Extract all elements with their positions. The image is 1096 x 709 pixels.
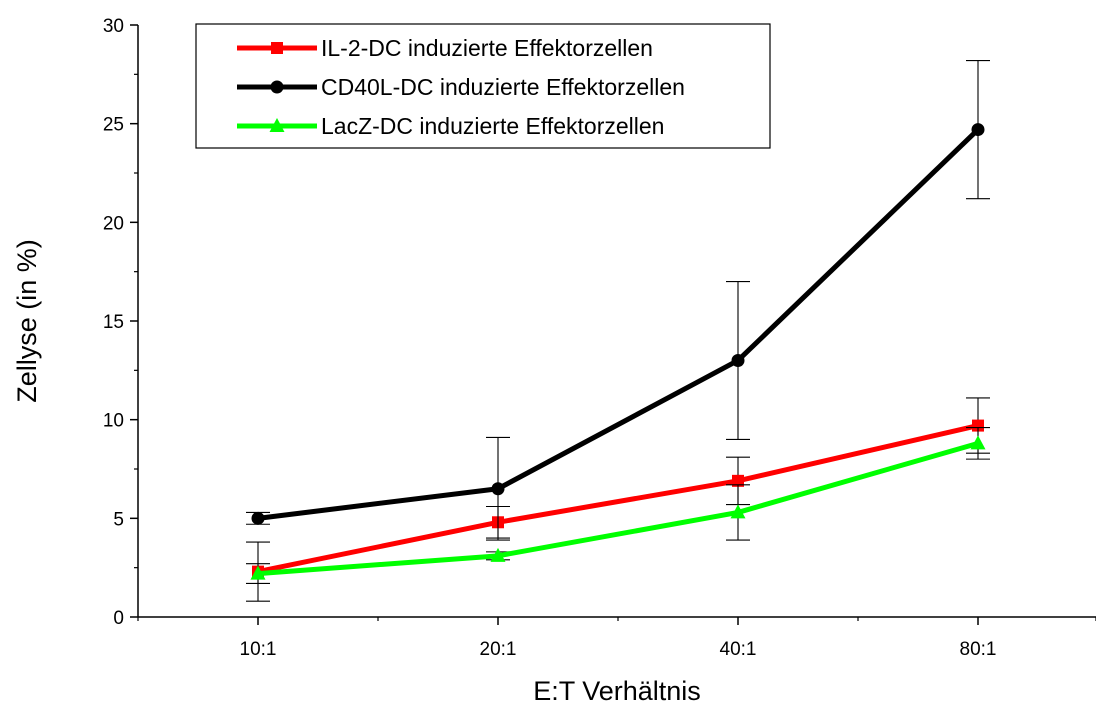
legend-label: LacZ-DC induzierte Effektorzellen	[321, 113, 664, 139]
data-point	[731, 353, 745, 367]
legend-marker	[271, 42, 283, 54]
series-circle-group	[246, 59, 990, 541]
series-line	[257, 127, 980, 521]
series-square-group	[246, 397, 990, 602]
y-tick-label: 25	[103, 115, 124, 136]
series-line	[257, 423, 979, 575]
data-point	[250, 565, 266, 580]
data-point	[972, 419, 984, 432]
y-tick-label: 20	[103, 213, 124, 234]
legend-marker	[270, 80, 284, 94]
x-tick-label: 40:1	[720, 639, 757, 660]
series-line	[257, 440, 979, 577]
legend-label: IL-2-DC induzierte Effektorzellen	[321, 35, 653, 61]
x-ticks: 10:1 20:1 40:1 80:1	[137, 617, 1096, 660]
y-tick-label: 0	[113, 608, 124, 629]
data-point	[971, 123, 985, 137]
series-layer	[246, 59, 990, 602]
y-tick-label: 30	[103, 16, 124, 37]
legend: IL-2-DC induzierte Effektorzellen CD40L-D…	[195, 23, 771, 149]
x-tick-label: 10:1	[240, 639, 277, 660]
series-triangle-group	[246, 427, 990, 585]
data-point	[730, 504, 746, 519]
legend-marker	[269, 118, 285, 132]
y-tick-label: 5	[113, 509, 124, 530]
x-axis-title: E:T Verhältnis	[533, 676, 701, 706]
data-point	[491, 482, 505, 496]
y-ticks: 0 5 10 15 20 25 30	[103, 16, 138, 629]
legend-label: CD40L-DC induzierte Effektorzellen	[321, 74, 685, 100]
data-point	[490, 547, 506, 562]
y-axis-title: Zellyse (in %)	[12, 239, 42, 403]
x-tick-label: 80:1	[960, 639, 997, 660]
data-point	[732, 474, 744, 487]
y-tick-label: 10	[103, 411, 124, 432]
x-tick-label: 20:1	[480, 639, 517, 660]
data-point	[251, 511, 265, 525]
data-point	[970, 435, 986, 450]
y-tick-label: 15	[103, 312, 124, 333]
